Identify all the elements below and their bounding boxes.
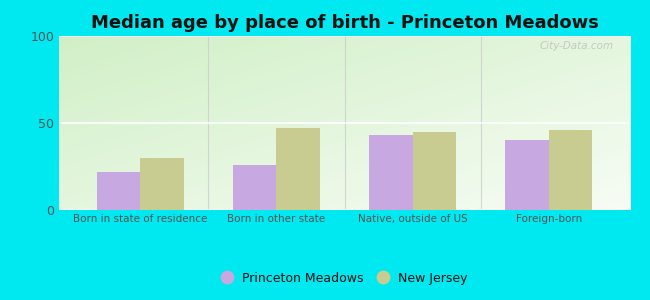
Bar xyxy=(140,158,184,210)
Bar xyxy=(233,165,276,210)
Title: Median age by place of birth - Princeton Meadows: Median age by place of birth - Princeton… xyxy=(90,14,599,32)
Bar xyxy=(505,140,549,210)
Text: City-Data.com: City-Data.com xyxy=(540,41,614,51)
Bar xyxy=(97,172,140,210)
Bar xyxy=(369,135,413,210)
Bar xyxy=(549,130,592,210)
Bar xyxy=(276,128,320,210)
Bar xyxy=(413,132,456,210)
Legend: Princeton Meadows, New Jersey: Princeton Meadows, New Jersey xyxy=(216,267,473,290)
